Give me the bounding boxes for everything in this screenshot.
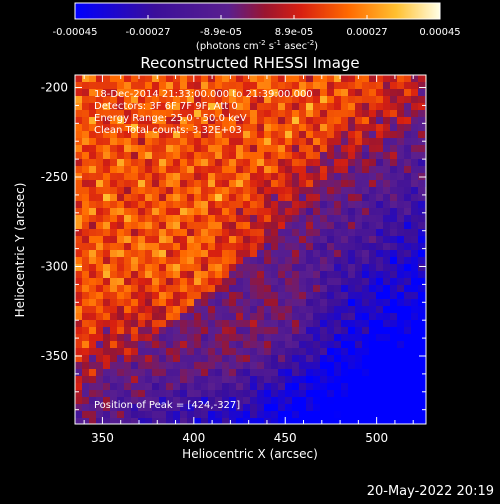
x-tick-label: 350 <box>91 431 114 445</box>
y-tick-label: -250 <box>41 170 68 184</box>
peak-position-label: Position of Peak = [424,-327] <box>94 400 240 411</box>
footer-timestamp: 20-May-2022 20:19 <box>367 484 494 499</box>
x-tick-label: 450 <box>274 431 297 445</box>
colorbar-ticks: -0.00045 -0.00027 -8.9e-05 8.9e-05 0.00027 0.… <box>53 15 461 38</box>
x-axis: 350 400 450 500 <box>83 75 414 445</box>
colorbar-units: (photons cm-2 s-1 asec-2) <box>196 39 318 52</box>
annotation-energy-range: Energy Range: 25.0 - 50.0 keV <box>94 113 247 124</box>
colorbar-tick-label: 0.00045 <box>419 27 460 38</box>
colorbar-tick-label: -8.9e-05 <box>200 27 242 38</box>
y-tick-label: -300 <box>41 260 68 274</box>
y-axis-label: Heliocentric Y (arcsec) <box>13 183 27 318</box>
annotation-detectors: Detectors: 3F 6F 7F 9F, Att 0 <box>94 101 238 112</box>
colorbar-tick-label: -0.00027 <box>126 27 171 38</box>
annotation-clean-counts: Clean Total counts: 3.32E+03 <box>94 125 242 136</box>
plot-frame <box>74 74 427 425</box>
colorbar-tick-label: 8.9e-05 <box>275 27 313 38</box>
y-tick-label: -350 <box>41 349 68 363</box>
colorbar <box>74 2 441 20</box>
x-tick-label: 400 <box>182 431 205 445</box>
annotation-block: 18-Dec-2014 21:33:00.000 to 21:39:00.000… <box>94 89 313 136</box>
x-axis-label: Heliocentric X (arcsec) <box>182 447 318 461</box>
colorbar-tick-label: -0.00045 <box>53 27 98 38</box>
colorbar-tick-label: 0.00027 <box>346 27 387 38</box>
y-tick-label: -200 <box>41 81 68 95</box>
chart-title: Reconstructed RHESSI Image <box>140 54 359 72</box>
x-tick-label: 500 <box>365 431 388 445</box>
annotation-time-range: 18-Dec-2014 21:33:00.000 to 21:39:00.000 <box>94 89 313 100</box>
y-axis: -200 -250 -300 -350 <box>41 81 426 411</box>
